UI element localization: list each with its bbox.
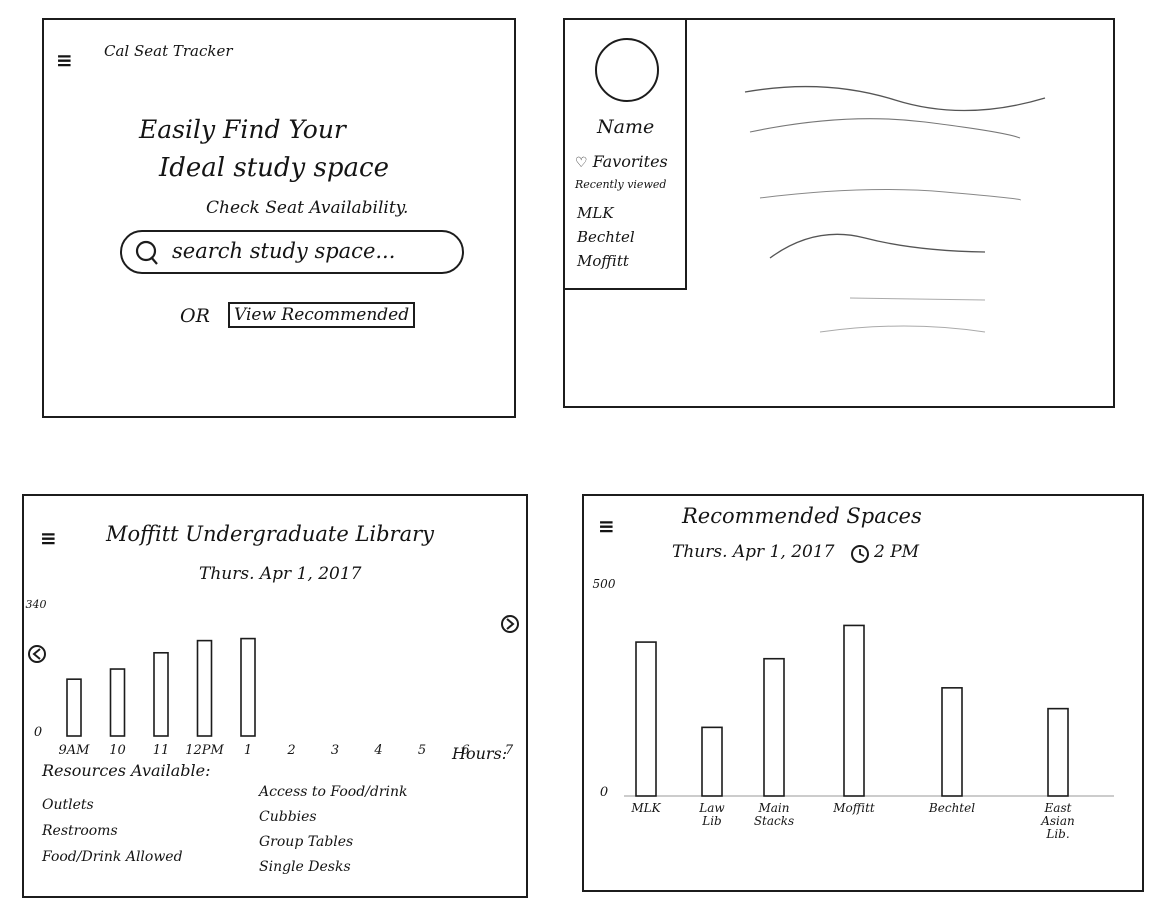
x-tick-label: 6: [461, 743, 469, 758]
or-label: OR: [180, 305, 210, 327]
resource-item: Outlets: [42, 797, 94, 813]
bar-9AM[interactable]: [66, 678, 82, 737]
x-tick-label: 4: [373, 743, 382, 758]
search-input[interactable]: search study space...: [120, 230, 464, 274]
sidebar-item-bechtel[interactable]: Bechtel: [577, 228, 635, 246]
recommended-date: Thurs. Apr 1, 2017: [672, 542, 835, 562]
resource-item: Cubbies: [259, 809, 317, 825]
x-tick-label: 10: [109, 743, 126, 758]
library-title: Moffitt Undergraduate Library: [106, 522, 435, 546]
resource-item: Single Desks: [259, 859, 351, 875]
x-tick-label: East: [1044, 801, 1072, 815]
sidebar-screen: Name ♡ Favorites Recently viewed MLK Bec…: [563, 18, 1115, 408]
view-recommended-button[interactable]: View Recommended: [228, 302, 416, 328]
content-placeholder-lines: [744, 85, 1046, 333]
y-tick-label: 0: [34, 725, 42, 740]
headline-line-2: Ideal study space: [159, 153, 389, 183]
previous-arrow-chevron: [32, 648, 41, 660]
search-placeholder: search study space...: [172, 239, 396, 263]
bar-1[interactable]: [240, 637, 256, 737]
library-date: Thurs. Apr 1, 2017: [199, 564, 362, 584]
resources-list-right: Access to Food/drink Cubbies Group Table…: [259, 780, 408, 880]
x-tick-label: Stacks: [754, 814, 794, 828]
hamburger-menu-icon[interactable]: ≡: [56, 48, 73, 72]
previous-arrow-icon[interactable]: [28, 645, 46, 663]
heart-icon: ♡: [575, 155, 588, 171]
x-tick-label: Law: [698, 801, 725, 815]
sidebar-item-favorites[interactable]: ♡ Favorites: [575, 152, 668, 171]
resource-item: Access to Food/drink: [259, 784, 408, 800]
search-icon: [134, 237, 164, 275]
next-arrow-chevron: [506, 618, 515, 630]
subheadline: Check Seat Availability.: [206, 198, 409, 218]
next-arrow-icon[interactable]: [501, 615, 519, 633]
x-tick-label: Bechtel: [928, 801, 975, 815]
bar-mlk[interactable]: [635, 641, 657, 797]
x-tick-label: Moffitt: [832, 801, 875, 815]
resource-item: Food/Drink Allowed: [42, 849, 183, 865]
y-tick-label: 500: [593, 577, 616, 591]
resource-item: Restrooms: [42, 823, 118, 839]
y-tick-label: 0: [600, 785, 608, 800]
resource-item: Group Tables: [259, 834, 354, 850]
hours-label: Hours:: [452, 744, 508, 763]
hourly-occupancy-chart: 9AM 10 11 12PM 1 2 3 4 5 6 7 0 340: [26, 598, 519, 758]
bar-east-asian-lib-[interactable]: [1047, 707, 1069, 797]
x-tick-label: Lib: [701, 814, 722, 828]
sidebar-item-mlk[interactable]: MLK: [577, 204, 614, 222]
bar-main-stacks[interactable]: [763, 657, 785, 797]
bar-bechtel[interactable]: [941, 687, 963, 797]
recommended-time: 2 PM: [874, 542, 920, 562]
resources-list-left: Outlets Restrooms Food/Drink Allowed: [42, 792, 183, 870]
recommended-title: Recommended Spaces: [682, 504, 922, 528]
x-tick-label: 11: [153, 743, 170, 758]
bar-10[interactable]: [109, 668, 126, 737]
x-tick-label: 5: [418, 743, 426, 758]
y-tick-label: 340: [26, 598, 47, 611]
x-tick-label: 2: [286, 743, 295, 758]
headline-line-1: Easily Find Your: [139, 115, 346, 144]
x-tick-label: Main: [757, 801, 789, 815]
x-tick-label: Asian: [1040, 814, 1075, 828]
clock-icon: [850, 543, 872, 569]
sidebar-item-recently-viewed[interactable]: Recently viewed: [575, 178, 667, 191]
hamburger-menu-icon[interactable]: ≡: [40, 526, 57, 550]
resources-title: Resources Available:: [42, 761, 211, 780]
bar-12PM[interactable]: [196, 639, 213, 737]
avatar: [595, 38, 659, 102]
profile-name: Name: [597, 116, 655, 138]
bar-11[interactable]: [153, 651, 169, 737]
x-tick-label: MLK: [630, 801, 661, 815]
app-title: Cal Seat Tracker: [104, 42, 233, 60]
hamburger-menu-icon[interactable]: ≡: [598, 514, 615, 538]
x-tick-label: 1: [244, 743, 252, 758]
x-tick-label: 3: [331, 743, 339, 758]
x-tick-label: 9AM: [59, 743, 91, 758]
bar-law-lib[interactable]: [701, 726, 723, 797]
x-tick-label: Lib.: [1045, 827, 1069, 841]
home-screen: ≡ Cal Seat Tracker Easily Find Your Idea…: [42, 18, 516, 418]
sidebar: Name ♡ Favorites Recently viewed MLK Bec…: [565, 20, 687, 290]
sidebar-item-label: Favorites: [592, 152, 668, 171]
x-tick-label: 12PM: [185, 743, 224, 758]
x-tick-label: 7: [505, 743, 514, 758]
recommended-spaces-screen: ≡ Recommended Spaces Thurs. Apr 1, 2017 …: [582, 494, 1144, 892]
library-detail-screen: ≡ Moffitt Undergraduate Library Thurs. A…: [22, 494, 528, 898]
bar-moffitt[interactable]: [843, 624, 865, 797]
sidebar-item-moffitt[interactable]: Moffitt: [577, 252, 629, 270]
